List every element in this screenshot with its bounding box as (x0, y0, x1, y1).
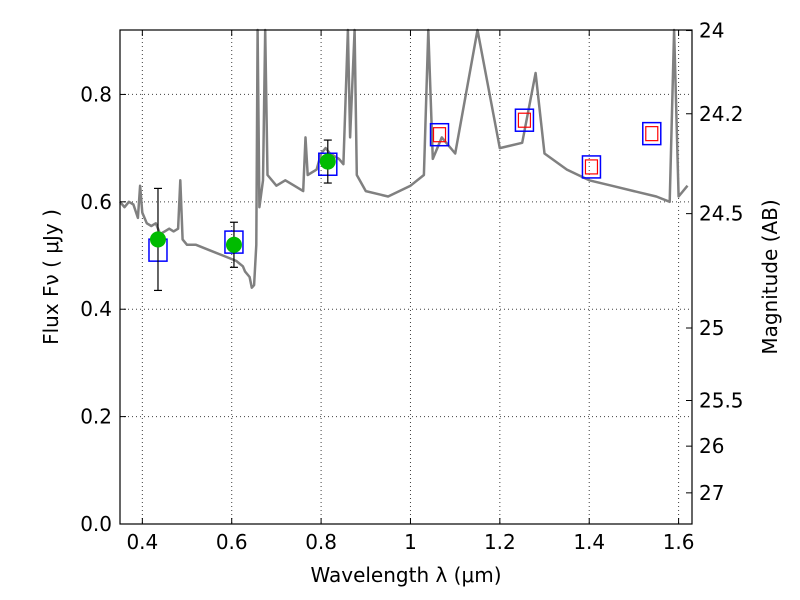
y-tick-label: 0.6 (80, 190, 112, 214)
plot-frame (119, 29, 693, 525)
right-axis-label: Magnitude (AB) (758, 199, 782, 354)
right-tick-label: 24.5 (699, 202, 744, 226)
upper-limit-square (584, 159, 599, 175)
y-axis-label: Flux Fν ( μJy ) (39, 209, 63, 345)
x-tick-label: 0.6 (216, 530, 248, 554)
right-tick-label: 25 (699, 316, 724, 340)
upper-limit-square (517, 112, 532, 128)
right-tick-label: 24.2 (699, 102, 744, 126)
model-flux-square (642, 121, 662, 146)
y-tick-label: 0.8 (80, 82, 112, 106)
x-tick-label: 1 (404, 530, 417, 554)
spectrum-layer (119, 28, 689, 289)
x-tick-label: 1.2 (484, 530, 516, 554)
y-tick-label: 0.2 (80, 405, 112, 429)
model-flux-square (429, 122, 450, 147)
observed-flux-point (149, 231, 166, 248)
model-spectrum-line (119, 28, 689, 289)
observed-flux-point (225, 236, 242, 253)
model-flux-square (514, 108, 535, 132)
y-tick-label: 0.4 (80, 297, 112, 321)
right-tick-label: 24 (699, 19, 724, 43)
x-tick-label: 1.6 (663, 530, 695, 554)
model-flux-square (581, 155, 602, 179)
right-tick-label: 25.5 (699, 389, 744, 413)
right-tick-label: 26 (699, 434, 724, 458)
x-axis-label: Wavelength λ (μm) (310, 563, 501, 587)
points-layer (148, 108, 662, 292)
x-tick-label: 1.4 (573, 530, 605, 554)
grid-layer (120, 30, 692, 525)
upper-limit-square (432, 127, 447, 143)
ticks-layer: 0.4 0.6 0.8 1 1.2 1.4 1.6 0.0 0.2 0.4 0.6 0.8 24 24.2… (80, 19, 743, 554)
x-tick-label: 0.8 (305, 530, 337, 554)
x-tick-label: 0.4 (126, 530, 158, 554)
y-tick-label: 0.0 (80, 512, 112, 536)
upper-limit-square (645, 126, 659, 142)
observed-flux-point (319, 153, 336, 170)
right-tick-label: 27 (699, 481, 724, 505)
